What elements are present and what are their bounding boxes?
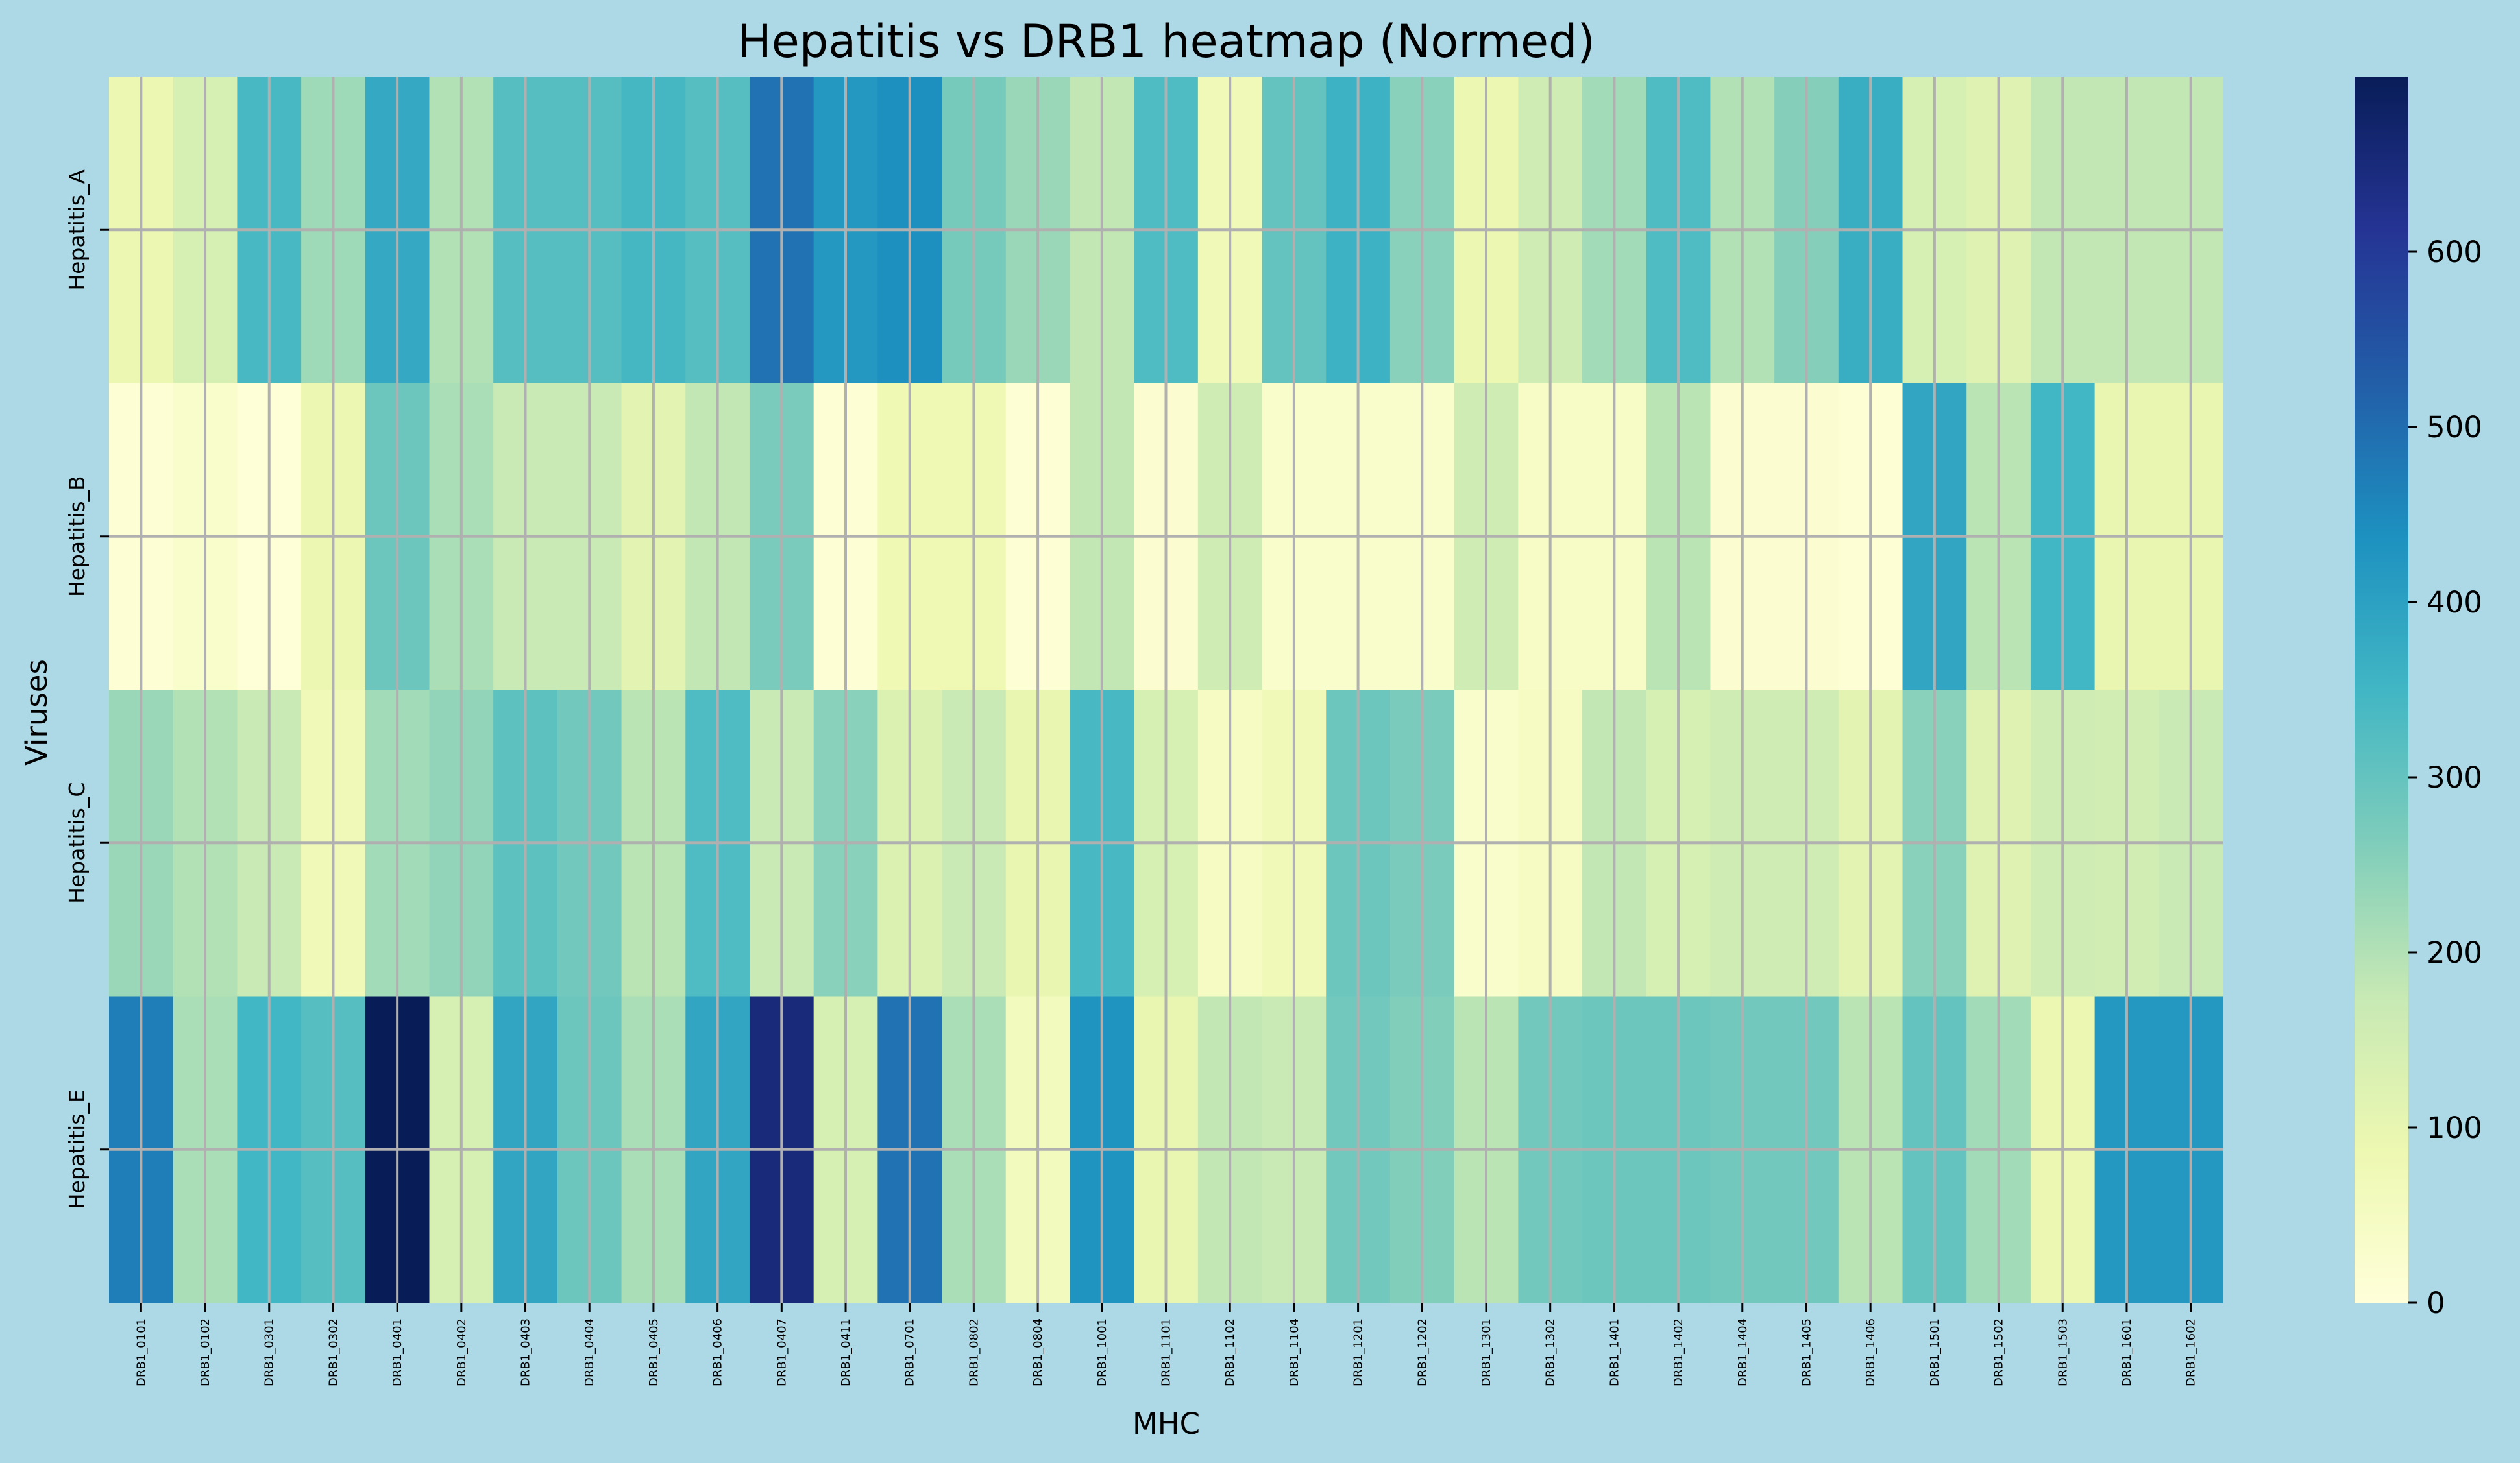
x-tick-label: DRB1_1406 (1864, 1318, 1878, 1386)
x-tick-label: DRB1_1404 (1736, 1318, 1750, 1386)
x-tick-label: DRB1_1302 (1544, 1318, 1558, 1386)
colorbar-tick-label: 100 (2427, 1111, 2482, 1145)
y-tick-label: Hepatitis_B (64, 476, 90, 597)
y-tick-label: Hepatitis_A (64, 169, 90, 290)
colorbar-tick-label: 600 (2427, 235, 2482, 269)
x-tick-label: DRB1_0407 (775, 1318, 789, 1386)
x-tick-label: DRB1_0804 (1031, 1318, 1045, 1386)
x-tick-label: DRB1_1401 (1608, 1318, 1621, 1386)
y-axis-ticks: Hepatitis_A Hepatitis_B Hepatitis_C Hepatit… (64, 169, 109, 1209)
x-tick-label: DRB1_1101 (1160, 1318, 1173, 1386)
colorbar-tick-label: 300 (2427, 760, 2482, 795)
x-tick-label: DRB1_1301 (1480, 1318, 1493, 1386)
x-tick-label: DRB1_1104 (1288, 1318, 1301, 1386)
colorbar-tick-label: 500 (2427, 410, 2482, 444)
colorbar-tick-label: 0 (2427, 1286, 2445, 1320)
x-tick-label: DRB1_1201 (1352, 1318, 1365, 1386)
y-tick-label: Hepatitis_C (64, 782, 90, 904)
x-tick-label: DRB1_0102 (199, 1318, 212, 1386)
x-tick-label: DRB1_0404 (583, 1318, 596, 1386)
x-tick-label: DRB1_1405 (1800, 1318, 1813, 1386)
y-tick-label: Hepatitis_E (64, 1089, 90, 1209)
x-tick-label: DRB1_0403 (519, 1318, 533, 1386)
x-tick-label: DRB1_0302 (326, 1318, 340, 1386)
grid-lines (109, 77, 2223, 1303)
colorbar (2355, 77, 2408, 1303)
y-axis-label: Viruses (19, 659, 54, 766)
colorbar-tick-label: 400 (2427, 585, 2482, 620)
x-tick-label: DRB1_1202 (1415, 1318, 1429, 1386)
x-tick-label: DRB1_0802 (967, 1318, 981, 1386)
x-tick-label: DRB1_1502 (1992, 1318, 2006, 1386)
x-tick-label: DRB1_1102 (1223, 1318, 1237, 1386)
x-tick-label: DRB1_0101 (134, 1318, 148, 1386)
x-tick-label: DRB1_1402 (1672, 1318, 1685, 1386)
x-tick-label: DRB1_1503 (2056, 1318, 2070, 1386)
x-tick-label: DRB1_0701 (903, 1318, 917, 1386)
x-tick-label: DRB1_1602 (2184, 1318, 2198, 1386)
colorbar-ticks: 0 100 200 300 400 500 600 (2408, 235, 2482, 1320)
chart-title: Hepatitis vs DRB1 heatmap (Normed) (737, 15, 1595, 68)
x-tick-label: DRB1_1001 (1095, 1318, 1109, 1386)
x-tick-label: DRB1_1501 (1928, 1318, 1942, 1386)
x-tick-label: DRB1_0401 (391, 1318, 404, 1386)
x-tick-label: DRB1_0402 (455, 1318, 469, 1386)
x-tick-label: DRB1_0405 (647, 1318, 661, 1386)
x-axis-label: MHC (1132, 1407, 1200, 1441)
x-tick-label: DRB1_0411 (839, 1318, 853, 1386)
colorbar-tick-label: 200 (2427, 936, 2482, 970)
x-tick-label: DRB1_0406 (711, 1318, 725, 1386)
x-axis-ticks: DRB1_0101 DRB1_0102 DRB1_0301 DRB1_0302 DRB1… (134, 1303, 2198, 1386)
x-tick-label: DRB1_1601 (2120, 1318, 2134, 1386)
x-tick-label: DRB1_0301 (263, 1318, 276, 1386)
